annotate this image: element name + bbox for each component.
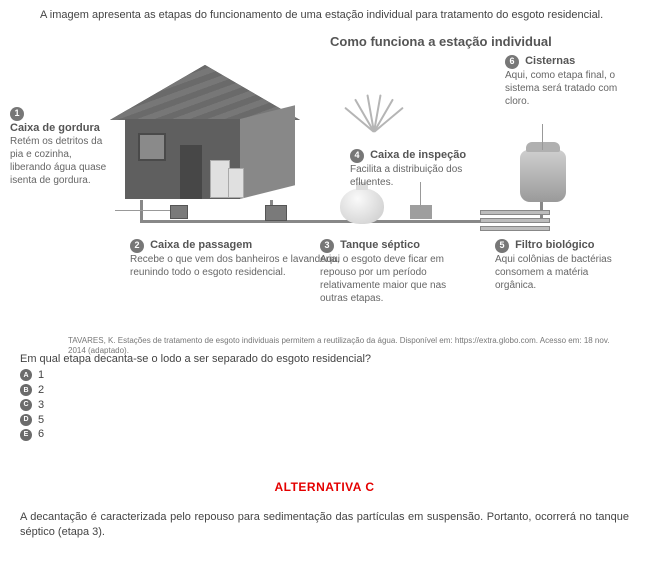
option-c[interactable]: C 3 [20,398,44,413]
option-text: 5 [38,413,44,428]
option-letter: D [20,414,32,426]
option-b[interactable]: B 2 [20,383,44,398]
diagram-title: Como funciona a estação individual [330,34,552,51]
option-d[interactable]: D 5 [20,413,44,428]
page: A imagem apresenta as etapas do funciona… [0,0,649,577]
label-step-4: 4 Caixa de inspeção Facilita a distribui… [350,148,510,189]
option-letter: C [20,399,32,411]
leader-line [542,124,543,150]
house-window [138,133,166,161]
answer-heading: ALTERNATIVA C [0,480,649,496]
house-illustration [120,65,290,205]
label-step-3: 3 Tanque séptico Aqui o esgoto deve fica… [320,238,480,305]
step-title: Caixa de inspeção [370,149,466,161]
bio-filter-icon [480,210,550,232]
inspection-box-icon [410,205,432,219]
step-desc: Aqui, como etapa final, o sistema será t… [505,69,620,108]
appliance-icon [210,160,230,198]
option-letter: E [20,429,32,441]
spray-icon [335,72,415,132]
appliance-icon [228,168,244,198]
house-door [180,145,202,199]
option-e[interactable]: E 6 [20,427,44,442]
answer-text: A decantação é caracterizada pelo repous… [20,510,629,541]
option-text: 2 [38,383,44,398]
step-title: Filtro biológico [515,239,594,251]
step-title: Caixa de gordura [10,121,120,135]
house-wall-side [240,105,295,199]
step-number: 5 [495,239,509,253]
question-text: Em qual etapa decanta-se o lodo a ser se… [20,352,629,366]
option-letter: A [20,369,32,381]
step-desc: Aqui colônias de bactérias consomem a ma… [495,253,615,292]
diagram: 1 Caixa de gordura Retém os detritos da … [40,50,620,330]
label-step-1: 1 Caixa de gordura Retém os detritos da … [10,106,120,187]
step-desc: Aqui o esgoto deve ficar em repouso por … [320,253,470,305]
step-title: Cisternas [525,55,575,67]
passage-box-icon [265,205,287,221]
leader-line [420,182,421,207]
option-letter: B [20,384,32,396]
option-text: 3 [38,398,44,413]
cistern-icon [520,150,566,202]
step-number: 3 [320,239,334,253]
step-number: 1 [10,107,24,121]
option-text: 1 [38,368,44,383]
intro-text: A imagem apresenta as etapas do funciona… [40,8,629,22]
step-title: Tanque séptico [340,239,420,251]
step-title: Caixa de passagem [150,239,252,251]
leader-line [115,210,170,211]
step-number: 2 [130,239,144,253]
option-text: 6 [38,427,44,442]
options-list: A 1 B 2 C 3 D 5 E 6 [20,368,44,442]
step-number: 4 [350,149,364,163]
label-step-6: 6 Cisternas Aqui, como etapa final, o si… [505,54,625,108]
step-desc: Recebe o que vem dos banheiros e lavande… [130,253,350,279]
septic-tank-icon [340,188,384,224]
grease-box-icon [170,205,188,219]
option-a[interactable]: A 1 [20,368,44,383]
step-desc: Retém os detritos da pia e cozinha, libe… [10,135,115,187]
label-step-5: 5 Filtro biológico Aqui colônias de bact… [495,238,625,292]
step-number: 6 [505,55,519,69]
